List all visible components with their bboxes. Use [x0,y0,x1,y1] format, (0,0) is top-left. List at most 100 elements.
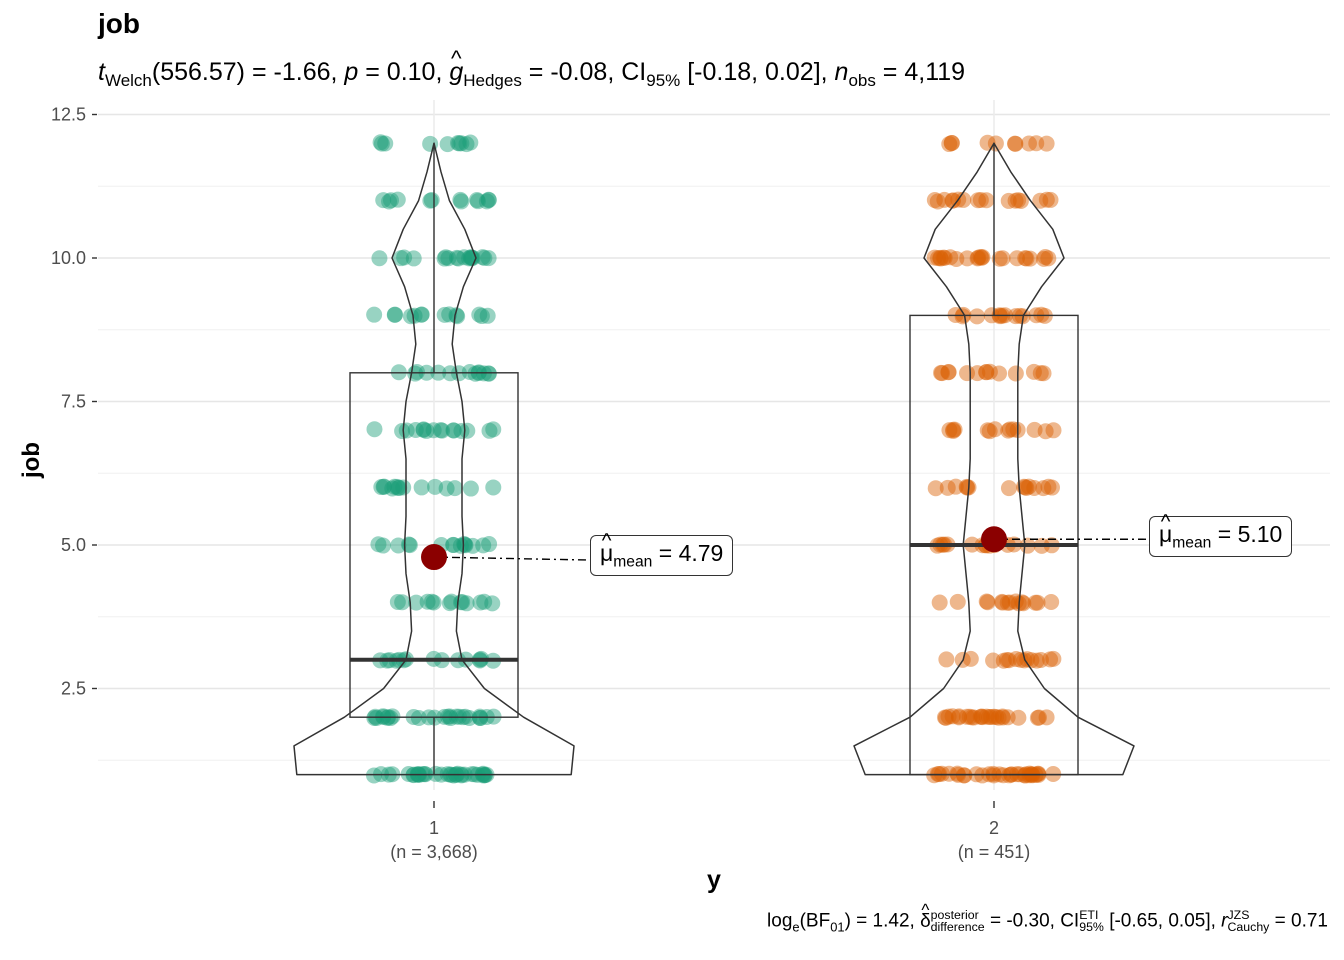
data-point [394,594,411,611]
data-point [481,536,498,553]
data-point [966,709,983,726]
data-point [1022,250,1039,267]
data-point [459,422,476,439]
data-point [480,250,497,267]
data-point [998,651,1015,668]
data-point [970,249,987,266]
data-point [983,708,1000,725]
data-point [981,423,998,440]
data-point [999,594,1016,611]
data-point [995,652,1012,669]
data-point [456,536,473,553]
data-point [445,536,462,553]
y-tick-label: 12.5 [51,105,86,125]
data-point [1018,479,1035,496]
data-point [973,249,990,266]
data-point [959,250,976,267]
data-point [389,191,406,208]
data-point [1037,249,1054,266]
data-point [985,765,1002,782]
data-point [944,708,961,725]
group-1 [293,134,591,784]
data-point [1043,479,1060,496]
data-point [979,594,996,611]
data-point [366,767,383,784]
data-point [1017,250,1034,267]
data-point [1007,135,1023,152]
data-point [944,192,961,209]
data-point [474,249,491,266]
data-point [974,249,991,266]
data-point [969,365,986,382]
data-point [445,537,462,554]
data-point [425,594,442,611]
data-point [368,710,385,727]
data-point [405,250,422,267]
data-point [943,134,960,151]
data-point [458,595,475,612]
data-point [462,480,479,497]
data-point [423,192,440,209]
data-point [451,135,468,152]
data-point [978,364,995,381]
data-point [931,594,948,611]
data-point [1007,365,1024,382]
data-point [415,421,432,438]
data-point [410,709,427,726]
data-point [472,594,489,611]
data-point [450,250,467,267]
data-point [478,193,495,210]
data-point [461,250,478,267]
data-point [1032,192,1049,209]
data-point [986,421,1003,438]
data-point [1021,765,1038,782]
data-point [401,537,418,554]
data-point [1007,308,1024,325]
data-point [951,708,968,725]
data-point [1045,650,1062,667]
data-point [930,250,947,267]
data-point [1008,651,1025,668]
data-point [464,537,481,554]
data-point [963,709,980,726]
data-point [373,135,390,152]
data-point [1012,651,1029,668]
data-point [1032,365,1049,382]
data-point [448,249,465,266]
data-point [479,307,496,324]
data-point [436,250,453,267]
data-point [446,480,463,497]
data-point [942,249,959,266]
data-point [473,308,490,325]
data-point [926,192,943,209]
data-point [485,421,502,438]
data-point [381,193,398,210]
data-point [974,709,991,726]
data-point [938,651,955,668]
data-point [445,422,462,439]
plot-groups [293,134,1149,784]
data-point [475,767,492,784]
data-point [425,422,442,439]
data-point [1017,479,1034,496]
data-point [1029,594,1046,611]
data-point [936,709,953,726]
data-point [994,708,1011,725]
data-point [481,422,498,439]
data-point [937,709,954,726]
mean-label-group-1: μmean = 4.79 [590,529,734,577]
y-axis: 2.5 5.0 7.5 10.0 12.5 [51,105,97,699]
data-point [934,365,951,382]
data-point [386,478,403,495]
data-point [1012,192,1029,209]
data-point [933,765,950,782]
data-point [366,421,383,438]
mean-connector [433,556,591,561]
data-point [985,652,1002,669]
data-point [991,250,1008,267]
data-point [1035,250,1052,267]
data-point [1007,192,1024,209]
data-point [1037,423,1054,440]
data-point [1020,478,1037,495]
